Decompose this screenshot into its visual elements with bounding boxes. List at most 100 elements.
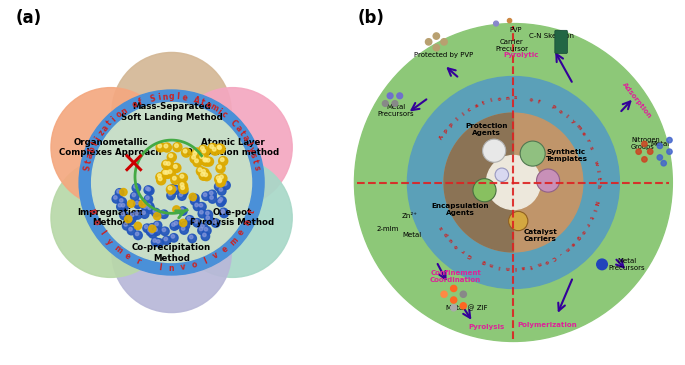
Text: c: c bbox=[467, 107, 473, 113]
Circle shape bbox=[174, 187, 177, 190]
Text: v: v bbox=[212, 251, 221, 261]
Circle shape bbox=[220, 175, 223, 179]
Circle shape bbox=[199, 204, 203, 207]
Text: m: m bbox=[208, 102, 219, 114]
Circle shape bbox=[203, 226, 211, 235]
Circle shape bbox=[219, 188, 223, 191]
Circle shape bbox=[183, 223, 186, 226]
Text: a: a bbox=[474, 103, 480, 109]
Text: n: n bbox=[169, 264, 175, 273]
Circle shape bbox=[179, 193, 183, 196]
Text: e: e bbox=[580, 131, 586, 137]
Text: m: m bbox=[228, 235, 240, 247]
Circle shape bbox=[156, 240, 160, 243]
Circle shape bbox=[169, 192, 172, 196]
Text: y: y bbox=[104, 237, 114, 246]
Circle shape bbox=[151, 238, 160, 246]
Circle shape bbox=[162, 160, 171, 169]
Circle shape bbox=[444, 113, 583, 252]
Circle shape bbox=[168, 186, 172, 190]
Circle shape bbox=[146, 205, 155, 214]
Text: a: a bbox=[240, 134, 250, 143]
Circle shape bbox=[508, 19, 512, 23]
Text: Carrier
Precursor: Carrier Precursor bbox=[495, 39, 528, 52]
Circle shape bbox=[202, 172, 211, 181]
Circle shape bbox=[171, 175, 180, 184]
Text: -: - bbox=[558, 250, 562, 256]
Circle shape bbox=[193, 202, 202, 211]
Circle shape bbox=[219, 208, 228, 216]
Circle shape bbox=[129, 227, 132, 231]
Circle shape bbox=[146, 187, 149, 190]
Text: s: s bbox=[514, 95, 517, 100]
Circle shape bbox=[142, 204, 150, 212]
Text: Metal: Metal bbox=[650, 141, 669, 147]
Circle shape bbox=[149, 224, 153, 228]
Text: l: l bbox=[454, 117, 459, 122]
Circle shape bbox=[161, 227, 169, 235]
Text: S: S bbox=[82, 164, 92, 171]
Circle shape bbox=[636, 149, 641, 154]
Text: C: C bbox=[551, 254, 556, 260]
Circle shape bbox=[657, 155, 662, 160]
Circle shape bbox=[92, 103, 251, 262]
Text: (b): (b) bbox=[358, 9, 384, 27]
Circle shape bbox=[199, 227, 203, 231]
Circle shape bbox=[180, 183, 184, 187]
Circle shape bbox=[123, 222, 131, 230]
Circle shape bbox=[202, 169, 206, 173]
Circle shape bbox=[179, 185, 188, 194]
Circle shape bbox=[433, 33, 440, 39]
Text: f: f bbox=[537, 99, 540, 104]
Circle shape bbox=[216, 184, 219, 187]
Circle shape bbox=[508, 211, 528, 231]
Circle shape bbox=[132, 193, 136, 197]
Text: r: r bbox=[460, 248, 466, 254]
Circle shape bbox=[171, 235, 175, 238]
Circle shape bbox=[178, 187, 187, 196]
Circle shape bbox=[486, 155, 540, 210]
Circle shape bbox=[195, 149, 198, 153]
Circle shape bbox=[205, 215, 213, 223]
Text: t: t bbox=[595, 177, 601, 180]
Circle shape bbox=[218, 165, 221, 169]
Text: a: a bbox=[85, 151, 95, 159]
Circle shape bbox=[215, 144, 225, 153]
Circle shape bbox=[170, 234, 178, 242]
Circle shape bbox=[179, 181, 188, 191]
Circle shape bbox=[657, 143, 662, 149]
Text: l: l bbox=[90, 141, 100, 147]
Text: i: i bbox=[498, 264, 501, 269]
Text: e: e bbox=[123, 251, 132, 261]
Text: y: y bbox=[569, 119, 575, 125]
Circle shape bbox=[198, 226, 206, 235]
Text: e: e bbox=[236, 228, 247, 237]
Circle shape bbox=[143, 224, 151, 233]
Circle shape bbox=[168, 170, 172, 173]
Circle shape bbox=[667, 149, 672, 154]
Circle shape bbox=[153, 212, 161, 220]
Circle shape bbox=[147, 203, 151, 207]
Text: u: u bbox=[448, 237, 454, 243]
Text: p: p bbox=[443, 231, 449, 237]
Text: i: i bbox=[591, 208, 597, 212]
Circle shape bbox=[219, 198, 223, 201]
Circle shape bbox=[193, 219, 201, 227]
Circle shape bbox=[172, 223, 175, 226]
Circle shape bbox=[162, 143, 171, 152]
Circle shape bbox=[180, 174, 184, 178]
Circle shape bbox=[173, 143, 182, 151]
Circle shape bbox=[216, 164, 225, 173]
Circle shape bbox=[136, 232, 139, 236]
Circle shape bbox=[135, 212, 138, 215]
Circle shape bbox=[120, 211, 128, 220]
Circle shape bbox=[190, 194, 199, 203]
Circle shape bbox=[192, 195, 196, 199]
Circle shape bbox=[201, 232, 210, 241]
Circle shape bbox=[129, 212, 138, 221]
Text: o: o bbox=[497, 96, 501, 102]
Circle shape bbox=[180, 208, 184, 211]
Circle shape bbox=[223, 182, 227, 185]
Circle shape bbox=[198, 203, 206, 211]
Circle shape bbox=[199, 211, 203, 214]
